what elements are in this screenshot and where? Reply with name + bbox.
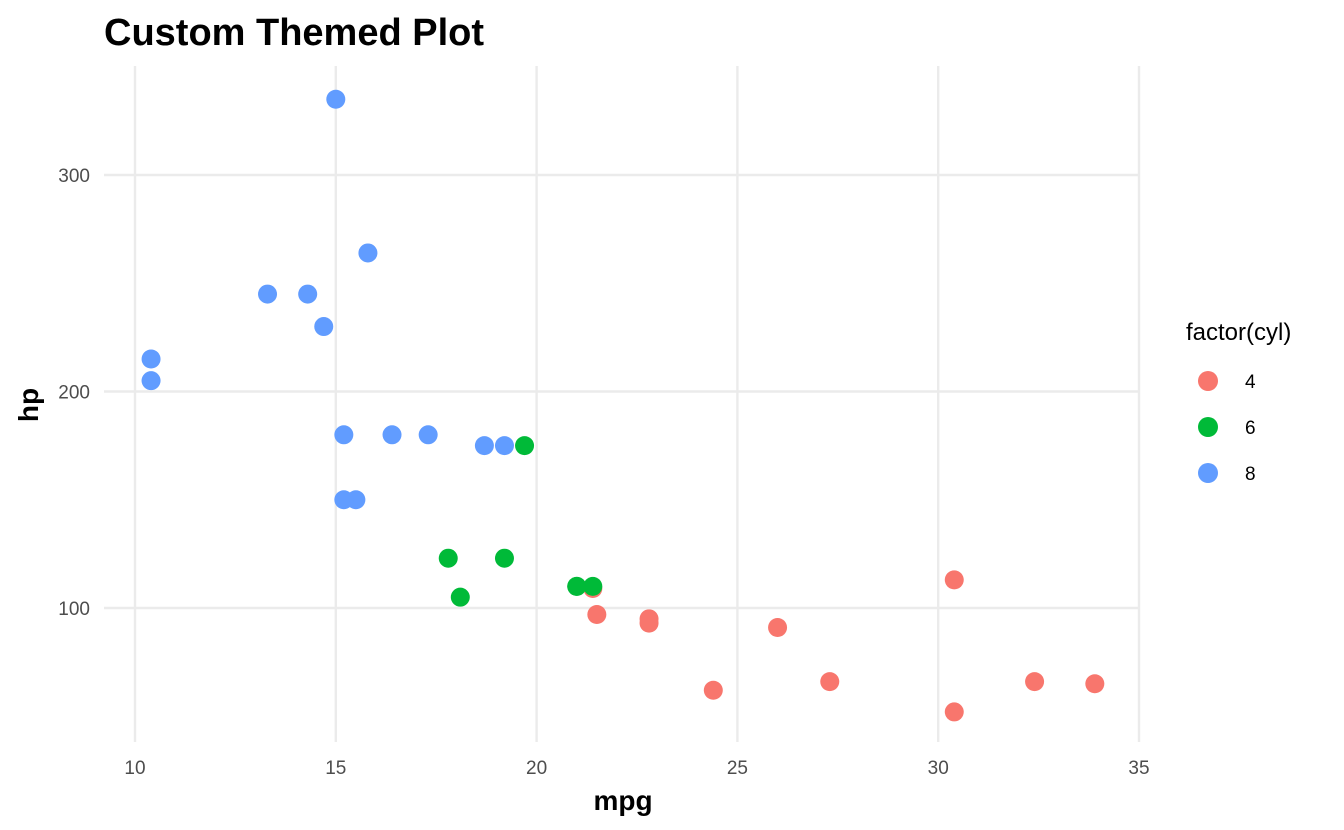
data-point [820,672,840,692]
data-point [438,548,458,568]
legend-label: 4 [1245,372,1256,393]
data-point [450,587,470,607]
y-tick-label: 300 [58,166,90,187]
chart-title: Custom Themed Plot [104,12,484,54]
legend-label: 8 [1245,464,1256,485]
data-point [567,576,587,596]
x-tick-label: 25 [727,758,748,779]
data-point [768,617,788,637]
gridlines [104,66,1141,742]
data-point [1085,674,1105,694]
data-point [1025,672,1045,692]
data-point [639,609,659,629]
legend-key [1198,371,1218,391]
y-tick-label: 200 [58,383,90,404]
legend: factor(cyl) 4 6 8 [1186,319,1291,485]
x-tick-label: 20 [526,758,547,779]
x-axis-title: mpg [593,785,652,816]
data-point [258,284,278,304]
data-point [314,317,334,337]
data-point [944,570,964,590]
data-point [298,284,318,304]
data-point [418,425,438,445]
data-point [474,436,494,456]
data-point [494,436,514,456]
data-point [141,371,161,391]
data-point [515,436,535,456]
data-point [944,702,964,722]
data-points [141,89,1105,722]
data-point [382,425,402,445]
x-tick-label: 15 [325,758,346,779]
data-point [141,349,161,369]
data-point [334,425,354,445]
legend-key [1198,417,1218,437]
legend-title: factor(cyl) [1186,319,1291,346]
y-tick-label: 100 [58,599,90,620]
x-tick-label: 10 [124,758,145,779]
data-point [494,548,514,568]
data-point [334,490,354,510]
data-point [587,604,607,624]
axis-ticks: 10 15 20 25 30 35 100 200 300 [58,166,1149,779]
data-point [358,243,378,263]
legend-label: 6 [1245,418,1256,439]
y-axis-title: hp [13,388,44,422]
data-point [326,89,346,109]
legend-key [1198,463,1218,483]
data-point [583,576,603,596]
data-point [703,680,723,700]
x-tick-label: 30 [928,758,949,779]
x-tick-label: 35 [1128,758,1149,779]
